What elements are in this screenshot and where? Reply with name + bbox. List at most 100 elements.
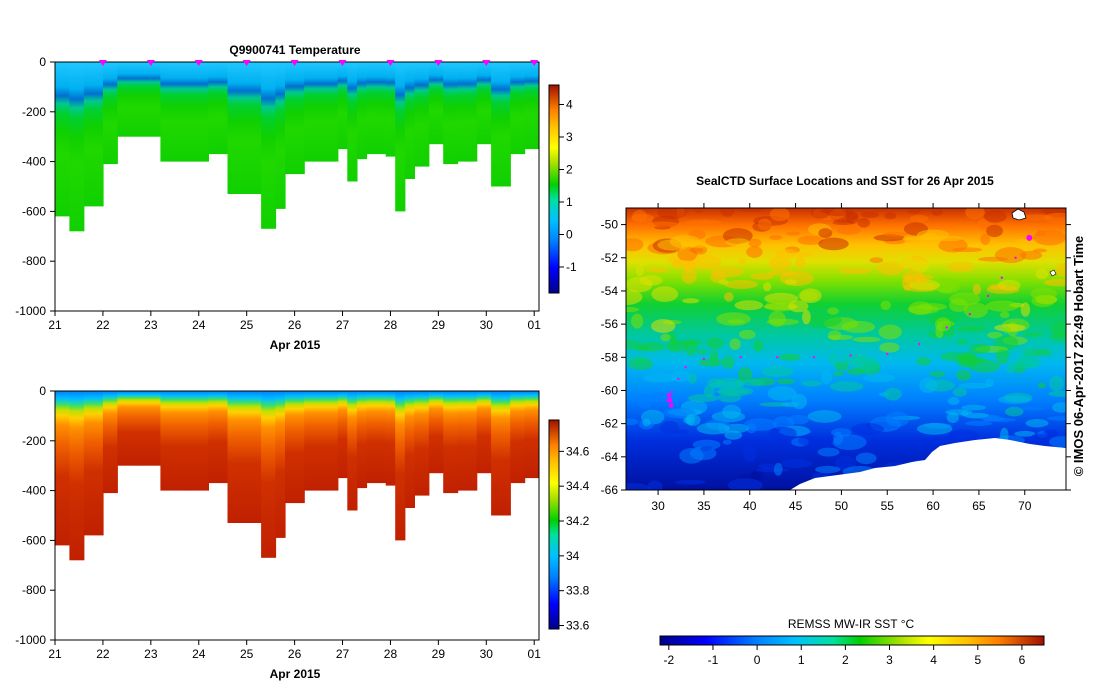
sst-patch (784, 279, 798, 285)
sst-patch (931, 208, 943, 216)
profile-column (347, 391, 358, 511)
sst-patch (765, 300, 797, 312)
sst-patch (965, 420, 993, 426)
x-tick-label: 30 (480, 318, 494, 332)
profile-column (184, 391, 209, 491)
sst-patch (738, 367, 753, 383)
sst-patch (768, 310, 786, 327)
track-latest (1026, 234, 1033, 241)
surface-marker (386, 60, 395, 66)
profile-column (285, 391, 305, 504)
x-tick-label: 01 (528, 318, 542, 332)
sst-patch (1031, 433, 1047, 440)
map-x-tick-label: 50 (835, 499, 849, 513)
sst-patch (802, 309, 811, 325)
profile-column (69, 391, 85, 561)
colorbar-tick-label: 34.4 (566, 479, 590, 493)
sst-patch (1033, 229, 1066, 246)
colorbar-tick-label: 4 (566, 98, 573, 112)
sst-patch (987, 331, 1003, 339)
sst-patch (683, 243, 710, 248)
sst-patch (772, 416, 795, 431)
sst-patch (862, 373, 896, 383)
colorbar-tick-label: 34.6 (566, 444, 590, 458)
sst-patch (753, 339, 764, 352)
sst-patch (698, 349, 708, 355)
sst-patch (1020, 302, 1031, 317)
sst-patch (956, 369, 972, 381)
sst-patch (832, 434, 867, 451)
colorbar-tick-label: 33.8 (566, 584, 590, 598)
profile-column (208, 62, 229, 155)
x-tick-label: 24 (192, 647, 206, 661)
y-tick-label: -1000 (15, 304, 46, 318)
ice-edge (855, 486, 895, 490)
sst-patch (1037, 382, 1046, 389)
profile-column (83, 391, 104, 536)
profile-column (141, 391, 162, 466)
profile-column (476, 62, 492, 145)
sst-patch (626, 289, 643, 305)
profile-column (55, 62, 70, 217)
sst-colorbar-tick-label: 3 (886, 653, 893, 667)
profile-column (347, 62, 358, 182)
sst-patch (818, 237, 849, 251)
x-tick-label: 23 (144, 318, 158, 332)
profile-column (102, 62, 118, 165)
sst-patch (651, 319, 676, 333)
sst-patch (929, 371, 946, 378)
x-tick-label: 27 (336, 647, 350, 661)
seal-track (666, 234, 1033, 408)
sst-patch (755, 468, 790, 473)
sst-patch (796, 252, 811, 258)
map-x-tick-label: 45 (789, 499, 803, 513)
profile-column (117, 62, 142, 137)
sst-colorbar-label: REMSS MW-IR SST °C (788, 617, 915, 631)
sst-patch (657, 208, 687, 219)
y-tick-label: -1000 (15, 633, 46, 647)
sst-patch (983, 210, 1007, 223)
sst-patch (779, 270, 814, 287)
sst-patch (768, 426, 797, 440)
sst-map-panel: SealCTD Surface Locations and SST for 26… (601, 174, 1086, 667)
sst-patch (1014, 430, 1036, 437)
colorbar-tick-label: 3 (566, 130, 573, 144)
sst-patch (878, 324, 902, 340)
profile-column (246, 391, 262, 523)
track-dot (684, 366, 687, 369)
sst-patch (877, 261, 904, 276)
sst-patch (965, 208, 985, 220)
profile-column (356, 62, 368, 160)
sst-patch (1002, 326, 1011, 334)
map-x-tick-label: 35 (697, 499, 711, 513)
map-y-tick-label: -66 (601, 483, 619, 497)
profile-column (385, 62, 396, 157)
sst-patch (817, 447, 840, 457)
sst-patch (999, 311, 1010, 319)
sst-patch (626, 418, 639, 426)
sst-patch (684, 340, 698, 356)
salinity-colorbar (548, 419, 560, 630)
sst-patch (724, 292, 734, 302)
sst-patch (626, 276, 653, 293)
sst-patch (651, 286, 679, 302)
sst-texture (626, 208, 1066, 490)
profile-column (443, 391, 459, 494)
sst-patch (807, 410, 842, 423)
sst-colorbar-tick-label: 4 (930, 653, 937, 667)
surface-marker (434, 60, 443, 66)
sst-patch (724, 430, 743, 440)
sst-patch (945, 409, 973, 416)
sst-patch (722, 439, 732, 445)
sst-patch (769, 208, 790, 222)
sst-patch (968, 343, 991, 354)
sst-patch (1048, 390, 1066, 397)
track-dot (702, 357, 706, 361)
temperature-panel: Q9900741 Temperature 21 22 23 24 25 26 27 28 29 3… (15, 43, 577, 352)
colorbar-tick-label: 33.6 (566, 619, 590, 633)
map-y-tick-label: -50 (601, 218, 619, 232)
profile-column (208, 391, 229, 484)
y-tick-label: -600 (22, 533, 46, 547)
profile-column (160, 62, 185, 162)
colorbar-tick-label: -1 (566, 260, 577, 274)
